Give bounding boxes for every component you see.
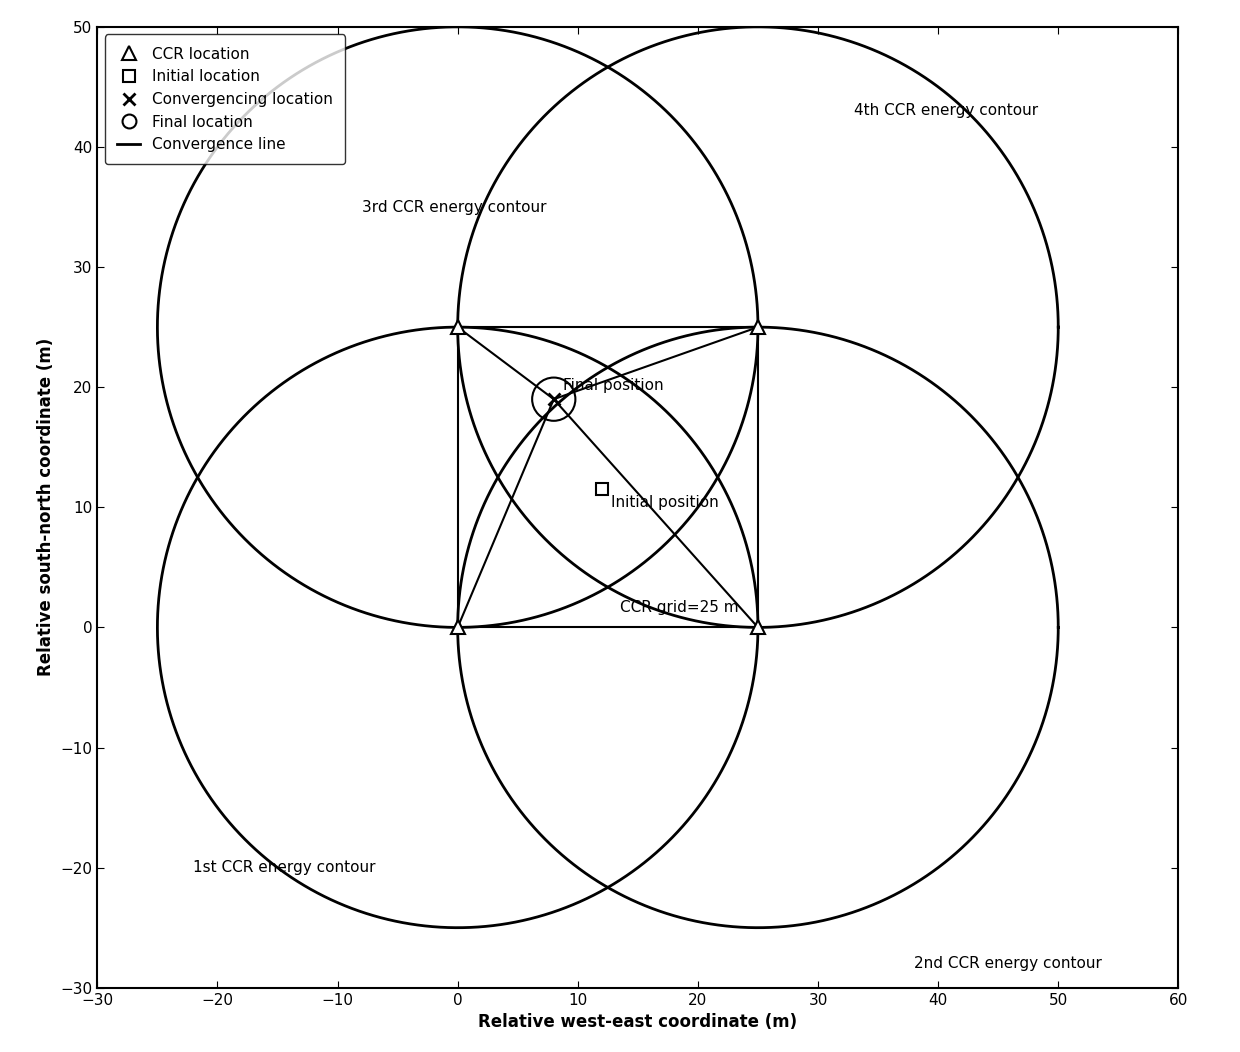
Text: 2nd CCR energy contour: 2nd CCR energy contour <box>914 956 1102 971</box>
Text: 3rd CCR energy contour: 3rd CCR energy contour <box>362 200 546 215</box>
X-axis label: Relative west-east coordinate (m): Relative west-east coordinate (m) <box>479 1013 797 1031</box>
Text: Final position: Final position <box>563 378 663 393</box>
Text: 1st CCR energy contour: 1st CCR energy contour <box>193 861 376 875</box>
Text: 4th CCR energy contour: 4th CCR energy contour <box>854 103 1038 119</box>
Text: Initial position: Initial position <box>611 495 719 510</box>
Y-axis label: Relative south-north coordinate (m): Relative south-north coordinate (m) <box>37 338 55 676</box>
Legend: CCR location, Initial location, Convergencing location, Final location, Converge: CCR location, Initial location, Converge… <box>105 35 346 164</box>
Text: CCR grid=25 m: CCR grid=25 m <box>620 601 739 615</box>
